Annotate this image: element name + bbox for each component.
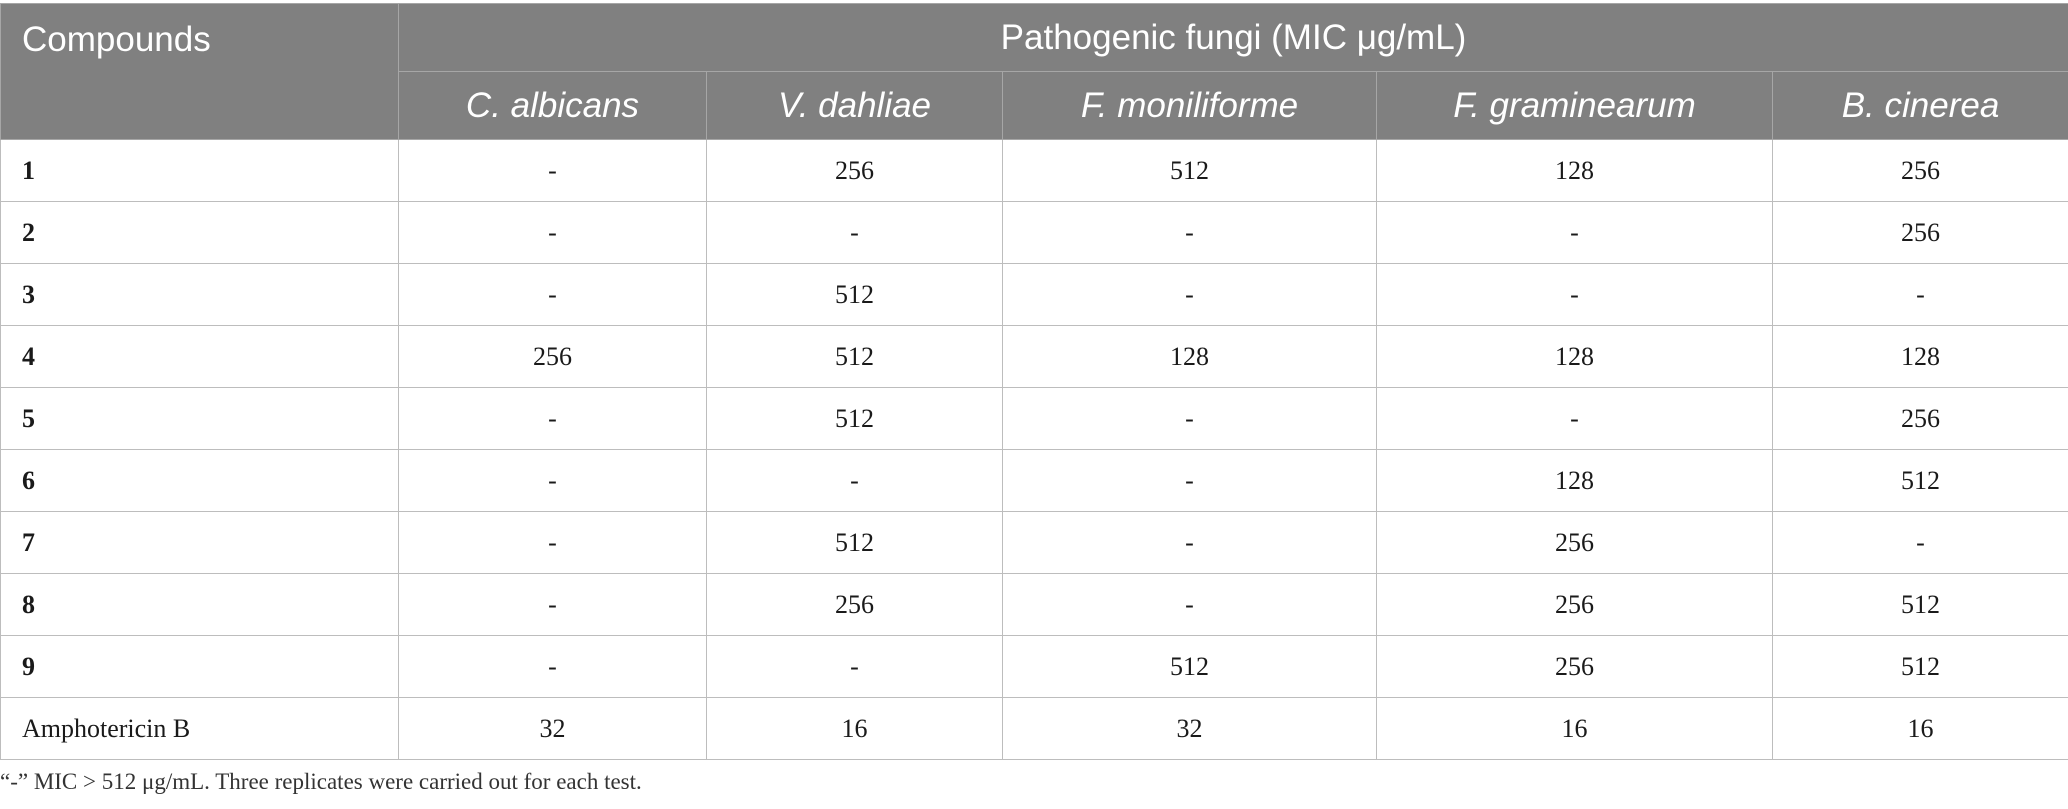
mic-value-cell: 256 xyxy=(706,139,1003,202)
mic-value-cell: - xyxy=(1002,201,1377,264)
mic-value-cell: 512 xyxy=(1771,635,2068,698)
mic-value-cell: 512 xyxy=(706,511,1003,574)
mic-value-cell: 256 xyxy=(706,573,1003,636)
mic-value-cell: 512 xyxy=(1002,635,1377,698)
mic-table: Compounds Pathogenic fungi (MIC μg/mL) C… xyxy=(0,3,2068,760)
mic-value-cell: 32 xyxy=(1002,697,1377,760)
table-row: 8-256-256 512 xyxy=(0,573,2068,636)
mic-value-cell: 512 xyxy=(706,263,1003,326)
mic-value-cell: - xyxy=(706,201,1003,264)
mic-value-cell: 512 xyxy=(1771,449,2068,512)
mic-value-cell: - xyxy=(1002,263,1377,326)
table-row: 6- - -128 512 xyxy=(0,449,2068,512)
mic-value-cell: - xyxy=(1002,387,1377,450)
mic-value-cell: - xyxy=(398,263,707,326)
table-row: 9- -512 256 512 xyxy=(0,635,2068,698)
table-row: 1-256 512 128 256 xyxy=(0,139,2068,202)
compound-cell: 5 xyxy=(0,387,399,450)
mic-value-cell: - xyxy=(1376,201,1773,264)
compound-cell: 7 xyxy=(0,511,399,574)
mic-value-cell: - xyxy=(1771,511,2068,574)
table-row: 4 256 512 128 128 128 xyxy=(0,325,2068,388)
table-row: Amphotericin B 32 16 32 16 16 xyxy=(0,697,2068,760)
compound-cell: 9 xyxy=(0,635,399,698)
table-body: 1-256 512 128 256 2- - - -256 3-512- - -4 256 512 128… xyxy=(0,139,2068,760)
table-row: 2- - - -256 xyxy=(0,201,2068,264)
compound-cell: 8 xyxy=(0,573,399,636)
mic-value-cell: 256 xyxy=(1376,573,1773,636)
compound-cell: 2 xyxy=(0,201,399,264)
mic-value-cell: 128 xyxy=(1002,325,1377,388)
compounds-column-header: Compounds xyxy=(0,3,399,140)
mic-value-cell: 16 xyxy=(706,697,1003,760)
species-header-f-moniliforme: F. moniliforme xyxy=(1002,71,1377,140)
mic-value-cell: - xyxy=(398,511,707,574)
species-header-b-cinerea: B. cinerea xyxy=(1771,71,2068,140)
mic-value-cell: 512 xyxy=(706,387,1003,450)
mic-value-cell: 128 xyxy=(1376,139,1773,202)
table-header: Compounds Pathogenic fungi (MIC μg/mL) C… xyxy=(0,3,2068,140)
mic-value-cell: 16 xyxy=(1771,697,2068,760)
species-header-v-dahliae: V. dahliae xyxy=(706,71,1003,140)
table-row: 5-512- -256 xyxy=(0,387,2068,450)
mic-value-cell: 128 xyxy=(1376,449,1773,512)
mic-value-cell: 512 xyxy=(706,325,1003,388)
mic-value-cell: - xyxy=(1376,263,1773,326)
compound-cell: Amphotericin B xyxy=(0,697,399,760)
mic-value-cell: - xyxy=(398,387,707,450)
mic-value-cell: - xyxy=(706,635,1003,698)
mic-value-cell: - xyxy=(1002,573,1377,636)
mic-value-cell: - xyxy=(706,449,1003,512)
compound-cell: 6 xyxy=(0,449,399,512)
compound-cell: 4 xyxy=(0,325,399,388)
mic-value-cell: 256 xyxy=(398,325,707,388)
mic-value-cell: - xyxy=(398,139,707,202)
mic-value-cell: - xyxy=(398,635,707,698)
mic-value-cell: - xyxy=(398,449,707,512)
table-row: 7-512-256- xyxy=(0,511,2068,574)
mic-table-container: Compounds Pathogenic fungi (MIC μg/mL) C… xyxy=(0,3,2068,760)
pathogenic-fungi-group-header: Pathogenic fungi (MIC μg/mL) xyxy=(397,3,2068,72)
mic-value-cell: 256 xyxy=(1376,511,1773,574)
species-header-f-graminearum: F. graminearum xyxy=(1376,71,1773,140)
mic-value-cell: - xyxy=(398,573,707,636)
mic-value-cell: 16 xyxy=(1376,697,1773,760)
compound-cell: 3 xyxy=(0,263,399,326)
table-footnote: “-” MIC > 512 μg/mL. Three replicates we… xyxy=(0,769,642,794)
mic-value-cell: - xyxy=(398,201,707,264)
mic-value-cell: 128 xyxy=(1376,325,1773,388)
compound-cell: 1 xyxy=(0,139,399,202)
mic-value-cell: 256 xyxy=(1771,387,2068,450)
mic-value-cell: - xyxy=(1771,263,2068,326)
mic-value-cell: 512 xyxy=(1771,573,2068,636)
species-header-c-albicans: C. albicans xyxy=(398,71,707,140)
mic-value-cell: 256 xyxy=(1771,201,2068,264)
mic-value-cell: - xyxy=(1002,511,1377,574)
table-row: 3-512- - - xyxy=(0,263,2068,326)
mic-value-cell: - xyxy=(1002,449,1377,512)
mic-value-cell: - xyxy=(1376,387,1773,450)
mic-value-cell: 32 xyxy=(398,697,707,760)
mic-value-cell: 128 xyxy=(1771,325,2068,388)
mic-value-cell: 512 xyxy=(1002,139,1377,202)
mic-value-cell: 256 xyxy=(1376,635,1773,698)
mic-value-cell: 256 xyxy=(1771,139,2068,202)
